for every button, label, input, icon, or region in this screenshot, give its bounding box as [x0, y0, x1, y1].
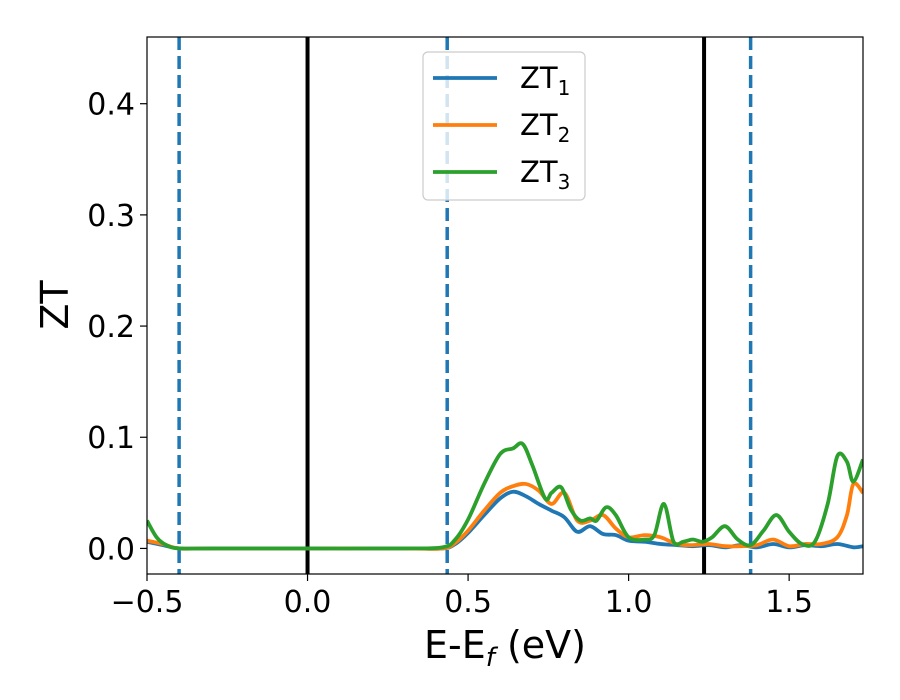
y-tick-label: 0.0 [87, 532, 135, 567]
legend-label: ZT2 [520, 108, 570, 147]
legend-label: ZT3 [520, 155, 570, 194]
reference-lines [177, 37, 753, 574]
y-axis-ticks: 0.0 0.1 0.2 0.3 0.4 [87, 88, 147, 567]
x-tick-label: 0.5 [444, 585, 492, 620]
x-tick-label: 1.5 [765, 585, 813, 620]
legend-label: ZT1 [520, 61, 570, 100]
legend: ZT1 ZT2 ZT3 [422, 51, 586, 201]
y-tick-label: 0.4 [87, 88, 135, 123]
x-axis-label: E-Ef (eV) [424, 623, 586, 673]
x-tick-label: −0.5 [111, 585, 184, 620]
x-axis-ticks: −0.5 0.0 0.5 1.0 1.5 [111, 574, 813, 620]
y-tick-label: 0.3 [87, 199, 135, 234]
y-tick-label: 0.1 [87, 421, 135, 456]
legend-box [422, 51, 586, 201]
y-axis-label: ZT [33, 280, 77, 330]
series-line-zt3 [147, 441, 863, 551]
x-tick-label: 0.0 [284, 585, 332, 620]
x-tick-label: 1.0 [605, 585, 653, 620]
series-lines [147, 441, 863, 551]
plot-frame [146, 36, 864, 575]
y-tick-label: 0.2 [87, 310, 135, 345]
